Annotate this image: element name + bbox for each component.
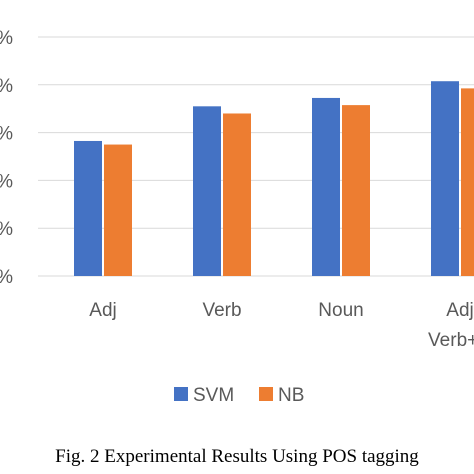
y-tick-labels: %%%%%%	[0, 28, 13, 288]
gridlines	[38, 36, 474, 277]
bar-svm-2	[312, 97, 340, 276]
x-tick-label: Noun	[318, 300, 363, 321]
bar-nb-0	[104, 144, 132, 276]
figure-caption: Fig. 2 Experimental Results Using POS ta…	[55, 446, 419, 467]
bars	[74, 81, 474, 277]
legend-label-svm: SVM	[193, 385, 234, 406]
y-tick-label: %	[0, 267, 13, 288]
bar-nb-3	[461, 88, 474, 276]
y-tick-label: %	[0, 171, 13, 192]
bar-nb-1	[223, 113, 251, 276]
bar-nb-2	[342, 105, 370, 277]
y-tick-label: %	[0, 28, 13, 49]
y-tick-label: %	[0, 76, 13, 97]
x-tick-label: Verb	[202, 300, 241, 321]
legend-swatch-svm	[174, 387, 188, 401]
y-tick-label: %	[0, 219, 13, 240]
x-tick-label: Adj	[446, 300, 473, 321]
bar-svm-1	[193, 106, 221, 276]
legend-label-nb: NB	[278, 385, 304, 406]
x-tick-labels: Adj Verb Noun Adj Verb+N	[89, 300, 474, 351]
y-tick-label: %	[0, 124, 13, 145]
legend-swatch-nb	[259, 387, 273, 401]
x-tick-label: Adj	[89, 300, 116, 321]
bar-svm-0	[74, 140, 102, 276]
x-tick-label: Verb+N	[428, 330, 474, 351]
legend: SVM NB	[174, 385, 304, 406]
bar-svm-3	[431, 81, 459, 276]
